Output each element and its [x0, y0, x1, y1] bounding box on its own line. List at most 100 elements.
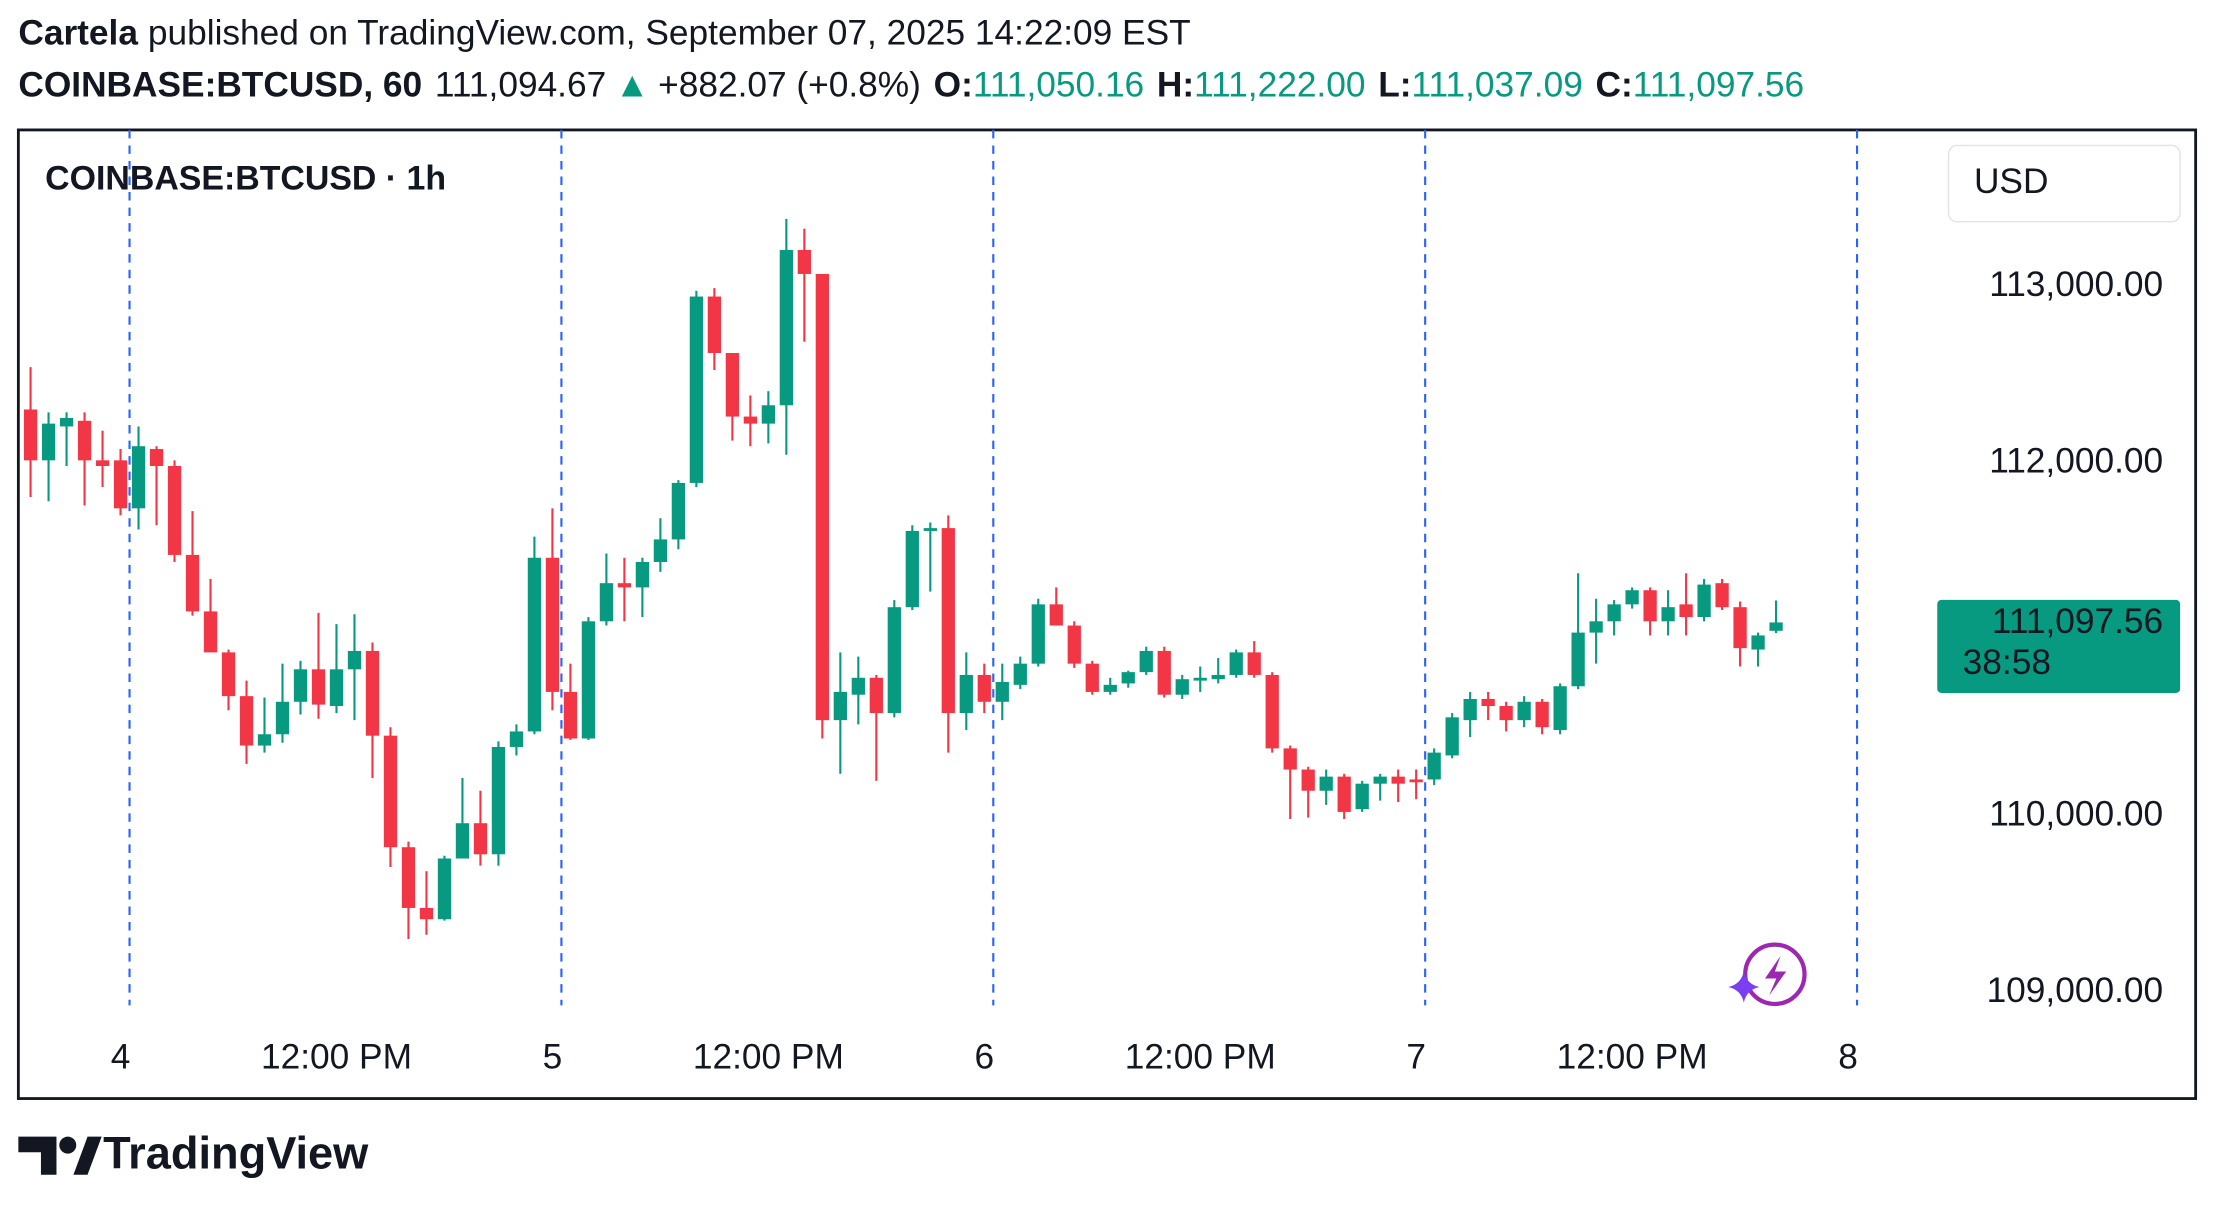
published: published on TradingView.com, September …: [148, 14, 1191, 53]
candle-body: [545, 557, 560, 692]
price-tag: [1937, 599, 2181, 694]
candle-body: [1589, 621, 1603, 633]
price: 111,094.67: [435, 66, 606, 105]
candle-body: [1157, 650, 1171, 695]
publish-line: Cartela published on TradingView.com, Sep…: [18, 14, 1190, 53]
candle-body: [41, 423, 56, 461]
candle-body: [725, 353, 740, 417]
candle-body: [221, 652, 236, 697]
candle-body: [1715, 583, 1729, 608]
x-tick-label: 5: [543, 1037, 563, 1076]
candle-body: [1427, 752, 1441, 780]
candle-body: [1571, 632, 1585, 687]
candle-body: [1409, 779, 1423, 783]
candle-body: [815, 273, 829, 721]
candle-body: [401, 847, 416, 908]
candle-body: [329, 669, 344, 707]
countdown: 38:58: [1963, 643, 2051, 682]
candle-body: [293, 669, 308, 702]
ohlc-label: C:: [1596, 66, 1633, 105]
ohlc-label: L:: [1378, 66, 1411, 105]
candle-body: [1625, 590, 1639, 605]
candle-body: [113, 460, 128, 509]
candle-body: [779, 249, 793, 406]
candle-body: [797, 249, 811, 274]
x-tick-label: 6: [974, 1037, 994, 1076]
candle-body: [131, 446, 146, 509]
tradingview-logo: [18, 1136, 102, 1175]
candle-body: [167, 465, 182, 555]
candle-body: [1373, 776, 1387, 784]
x-tick-label: 12:00 PM: [1125, 1037, 1276, 1076]
candle-body: [473, 823, 488, 855]
assistant-icon[interactable]: [1728, 942, 1807, 1007]
candle-body: [1247, 652, 1261, 675]
ohlc-value: 111,222.00: [1194, 66, 1365, 105]
candle-body: [1013, 663, 1027, 685]
candle-body: [1391, 776, 1405, 784]
x-tick-label: 4: [111, 1037, 131, 1076]
candle-body: [383, 735, 398, 848]
candle-body: [365, 650, 380, 736]
candle-body: [1355, 783, 1369, 810]
candle-body: [1679, 604, 1693, 618]
x-tick-label: 12:00 PM: [693, 1037, 844, 1076]
candle-body: [653, 539, 668, 562]
candle-body: [491, 746, 506, 855]
candle-body: [347, 650, 362, 670]
candle-body: [977, 674, 991, 702]
x-tick-label: 12:00 PM: [1557, 1037, 1708, 1076]
candle-body: [1031, 604, 1045, 664]
candle-body: [1175, 679, 1189, 695]
candle-body: [959, 674, 973, 714]
candle-body: [1733, 607, 1747, 649]
change-icon: ▲: [615, 66, 650, 105]
candle-body: [203, 611, 218, 653]
candle-body: [527, 557, 542, 732]
y-tick-label: 113,000.00: [1989, 265, 2163, 304]
candle-body: [1769, 622, 1783, 631]
candle-body: [671, 482, 686, 540]
currency-button[interactable]: [1947, 144, 2181, 223]
candle-body: [419, 907, 434, 920]
candle-body: [1499, 706, 1513, 721]
candle-body: [23, 409, 38, 461]
candle-body: [995, 682, 1009, 702]
change: +882.07 (+0.8%): [658, 66, 921, 105]
candle-body: [689, 296, 704, 483]
candle-body: [887, 607, 901, 714]
symbol: COINBASE:BTCUSD, 60: [18, 66, 422, 105]
chart-title: COINBASE:BTCUSD · 1h: [45, 160, 446, 198]
candle-body: [869, 677, 883, 714]
x-tick-label: 7: [1406, 1037, 1426, 1076]
candle-body: [1481, 698, 1495, 707]
candle-body: [1229, 652, 1243, 675]
candle-body: [95, 460, 110, 466]
candle-body: [239, 696, 254, 746]
candle-body: [77, 420, 92, 461]
candle-body: [311, 669, 326, 705]
candle-body: [1319, 776, 1333, 791]
candle-body: [1463, 698, 1477, 721]
candle-body: [257, 734, 272, 746]
candle-body: [563, 691, 578, 739]
candle-body: [149, 449, 164, 466]
candle-body: [59, 417, 74, 427]
candle-body: [1103, 684, 1117, 692]
y-tick-label: 112,000.00: [1989, 441, 2163, 480]
candle-body: [1517, 701, 1531, 721]
currency[interactable]: USD: [1974, 162, 2048, 201]
candle-body: [581, 621, 596, 739]
candle-body: [1661, 607, 1675, 622]
candle-body: [509, 731, 524, 747]
candle-body: [1751, 635, 1765, 650]
price-tag-label: 111,097.56: [1992, 602, 2163, 641]
author: Cartela: [18, 14, 138, 53]
candle-body: [185, 554, 200, 612]
candle-body: [1265, 674, 1279, 749]
candle-body: [923, 528, 937, 531]
candle-body: [1337, 776, 1351, 812]
candle-body: [1049, 604, 1063, 626]
